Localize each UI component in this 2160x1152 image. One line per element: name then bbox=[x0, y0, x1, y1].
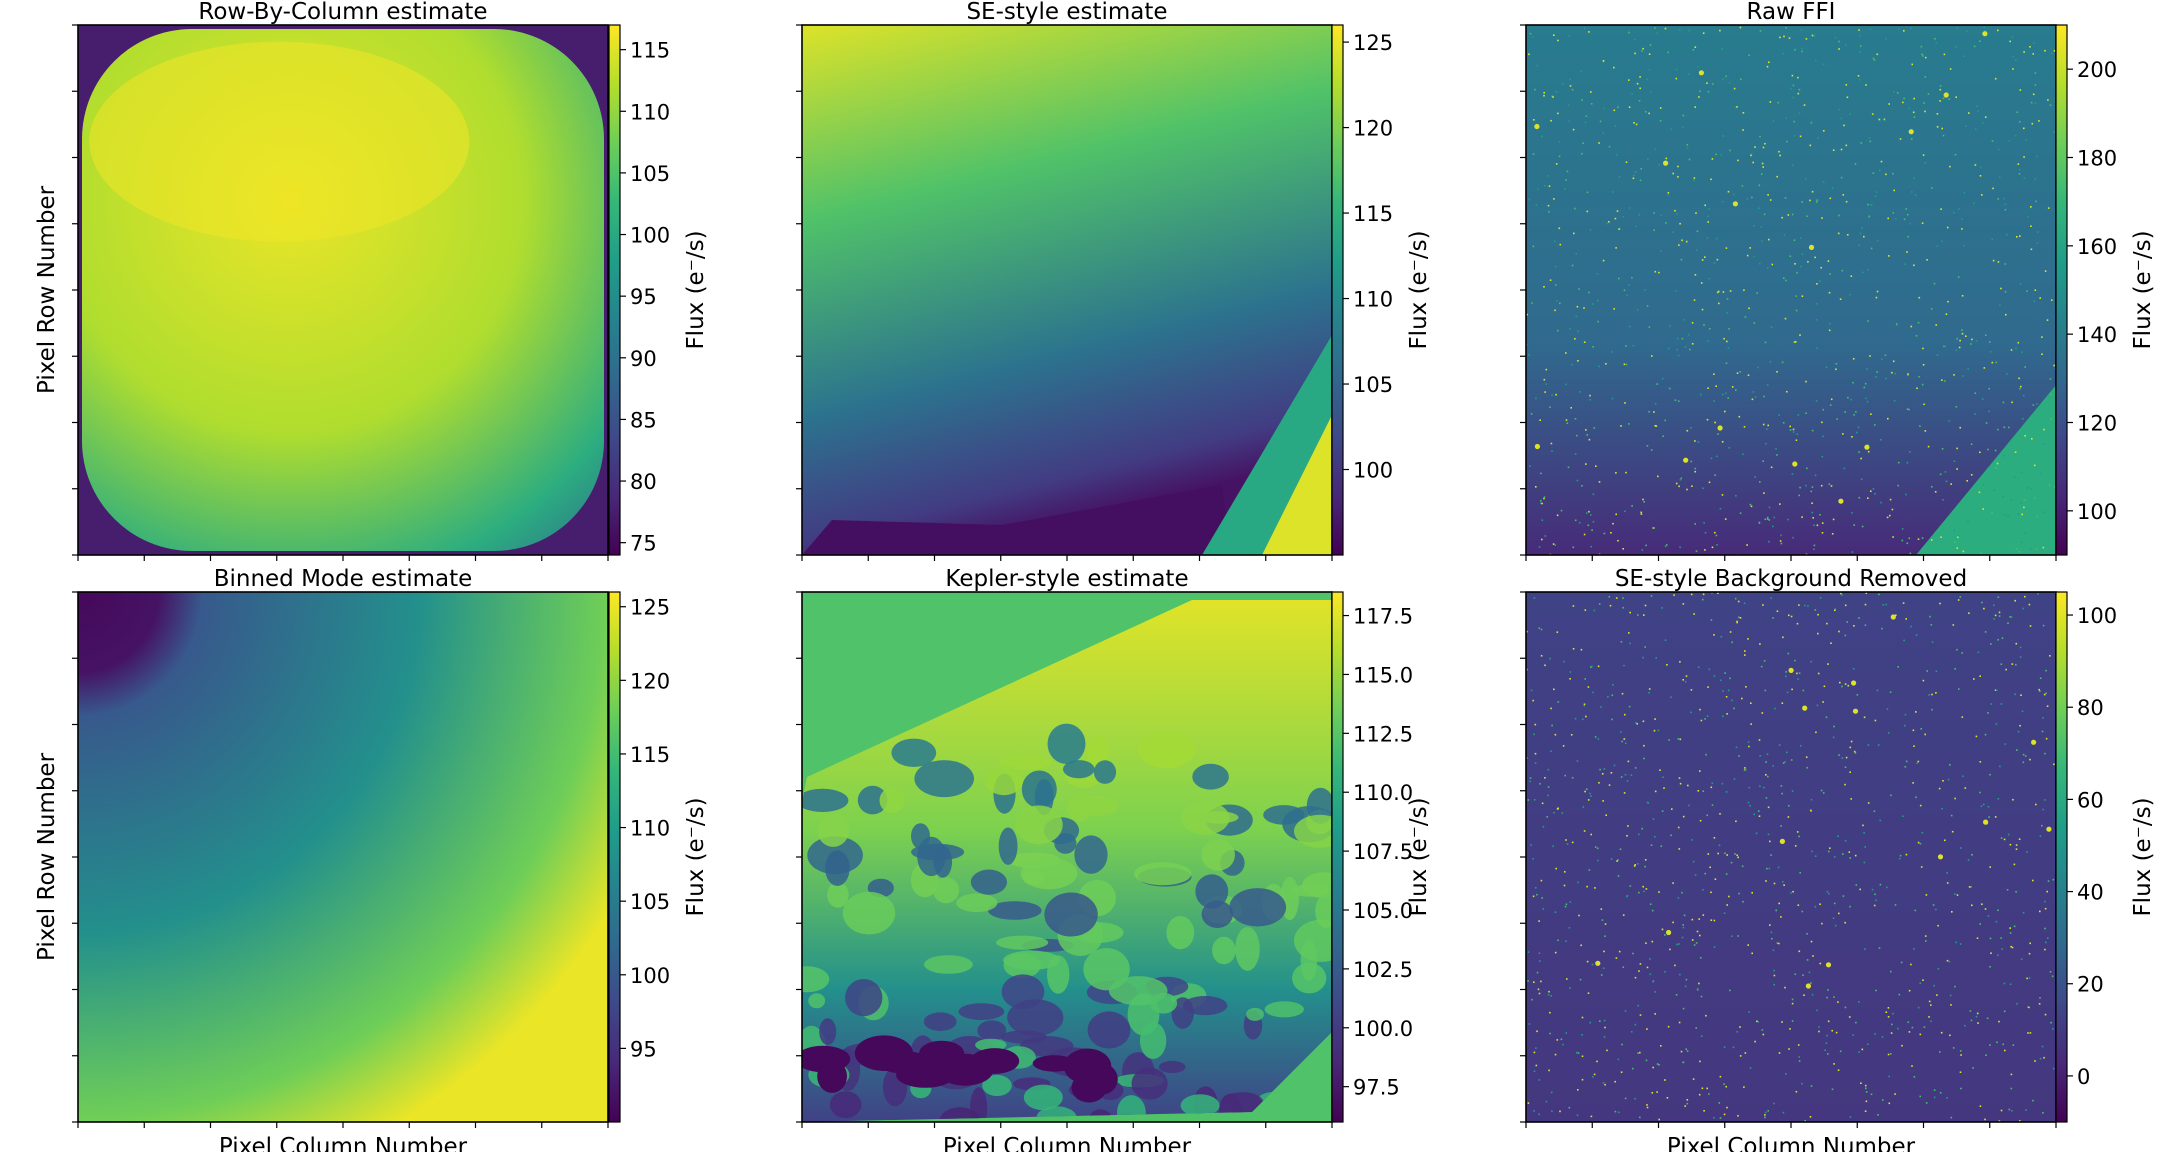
panel-4: Binned Mode estimate Pixel Row Number Pixe… bbox=[34, 566, 709, 1152]
colorbar-tick-label: 110 bbox=[630, 817, 670, 841]
colorbar-tick-label: 97.5 bbox=[1353, 1076, 1400, 1100]
heatmap-image bbox=[1526, 25, 2056, 555]
colorbar-tick-label: 200 bbox=[2077, 58, 2117, 82]
colorbar-label: Flux (e⁻/s) bbox=[683, 230, 709, 349]
colorbar-tick-label: 90 bbox=[630, 347, 657, 371]
x-axis-label: Pixel Column Number bbox=[219, 1134, 468, 1152]
colorbar-tick-label: 115.0 bbox=[1353, 663, 1413, 687]
colorbar-tick-label: 0 bbox=[2077, 1065, 2090, 1089]
colorbar-tick-label: 140 bbox=[2077, 323, 2117, 347]
colorbar-tick-label: 160 bbox=[2077, 235, 2117, 259]
colorbar-tick-label: 95 bbox=[630, 285, 657, 309]
colorbar bbox=[2055, 591, 2068, 1123]
colorbar-tick-label: 110 bbox=[630, 100, 670, 124]
colorbar bbox=[608, 591, 621, 1123]
colorbar-tick-label: 60 bbox=[2077, 788, 2104, 812]
colorbar-tick-label: 100 bbox=[630, 964, 670, 988]
colorbar-tick-label: 120 bbox=[2077, 412, 2117, 436]
colorbar-tick-label: 117.5 bbox=[1353, 605, 1413, 629]
colorbar-label: Flux (e⁻/s) bbox=[1406, 230, 1432, 349]
colorbar bbox=[2055, 24, 2068, 556]
panel-title: SE-style Background Removed bbox=[1615, 566, 1967, 592]
panel-title: Raw FFI bbox=[1747, 0, 1836, 25]
y-axis-label: Pixel Row Number bbox=[34, 185, 60, 394]
colorbar-tick-label: 40 bbox=[2077, 881, 2104, 905]
heatmap-image bbox=[1526, 592, 2056, 1122]
heatmap-image bbox=[78, 592, 608, 1122]
colorbar-tick-label: 120 bbox=[630, 669, 670, 693]
colorbar-tick-label: 107.5 bbox=[1353, 840, 1413, 864]
colorbar-tick-label: 125 bbox=[1353, 31, 1393, 55]
colorbar bbox=[1331, 24, 1344, 556]
colorbar-tick-label: 105.0 bbox=[1353, 899, 1413, 923]
colorbar-tick-label: 115 bbox=[630, 743, 670, 767]
colorbar-tick-label: 110.0 bbox=[1353, 781, 1413, 805]
colorbar-tick-label: 100 bbox=[2077, 500, 2117, 524]
colorbar-tick-label: 80 bbox=[630, 470, 657, 494]
colorbar-tick-label: 105 bbox=[630, 162, 670, 186]
panel-6: SE-style Background Removed Pixel Column … bbox=[1520, 566, 2156, 1152]
heatmap-image bbox=[802, 25, 1332, 555]
heatmap-image bbox=[78, 25, 608, 555]
colorbar-tick-label: 75 bbox=[630, 532, 657, 556]
colorbar-tick-label: 95 bbox=[630, 1037, 657, 1061]
colorbar-tick-label: 105 bbox=[1353, 373, 1393, 397]
colorbar-tick-label: 102.5 bbox=[1353, 958, 1413, 982]
colorbar-tick-label: 115 bbox=[630, 39, 670, 63]
panel-3: Raw FFI 200 180 160 140 120 100 Flux (e⁻/s) bbox=[1520, 0, 2156, 561]
colorbar-tick-label: 100 bbox=[2077, 604, 2117, 628]
heatmap-image bbox=[802, 592, 1332, 1122]
colorbar-tick-label: 80 bbox=[2077, 696, 2104, 720]
colorbar-tick-label: 180 bbox=[2077, 147, 2117, 171]
colorbar-tick-label: 100.0 bbox=[1353, 1017, 1413, 1041]
x-axis-label: Pixel Column Number bbox=[1667, 1134, 1916, 1152]
panel-title: Binned Mode estimate bbox=[214, 566, 473, 592]
colorbar-tick-label: 100 bbox=[630, 224, 670, 248]
colorbar-label: Flux (e⁻/s) bbox=[683, 797, 709, 916]
colorbar-tick-label: 20 bbox=[2077, 973, 2104, 997]
x-axis-label: Pixel Column Number bbox=[943, 1134, 1192, 1152]
colorbar-tick-label: 115 bbox=[1353, 202, 1393, 226]
y-axis-label: Pixel Row Number bbox=[34, 752, 60, 961]
colorbar-tick-label: 100 bbox=[1353, 459, 1393, 483]
panel-5: Kepler-style estimate Pixel Column Number… bbox=[796, 566, 1432, 1152]
panel-2: SE-style estimate 125 120 115 110 105 100 Flux … bbox=[796, 0, 1432, 561]
panel-title: Row-By-Column estimate bbox=[198, 0, 487, 25]
colorbar-tick-label: 105 bbox=[630, 890, 670, 914]
colorbar bbox=[608, 24, 621, 556]
colorbar-tick-label: 85 bbox=[630, 408, 657, 432]
panel-1: Row-By-Column estimate Pixel Row Number 11… bbox=[34, 0, 709, 561]
colorbar-label: Flux (e⁻/s) bbox=[2130, 797, 2156, 916]
panel-title: SE-style estimate bbox=[966, 0, 1167, 25]
panel-title: Kepler-style estimate bbox=[945, 566, 1188, 592]
colorbar-tick-label: 125 bbox=[630, 596, 670, 620]
colorbar-label: Flux (e⁻/s) bbox=[1406, 797, 1432, 916]
colorbar-tick-label: 110 bbox=[1353, 288, 1393, 312]
colorbar-tick-label: 112.5 bbox=[1353, 722, 1413, 746]
colorbar-tick-label: 120 bbox=[1353, 117, 1393, 141]
colorbar-label: Flux (e⁻/s) bbox=[2130, 230, 2156, 349]
colorbar bbox=[1331, 591, 1344, 1123]
